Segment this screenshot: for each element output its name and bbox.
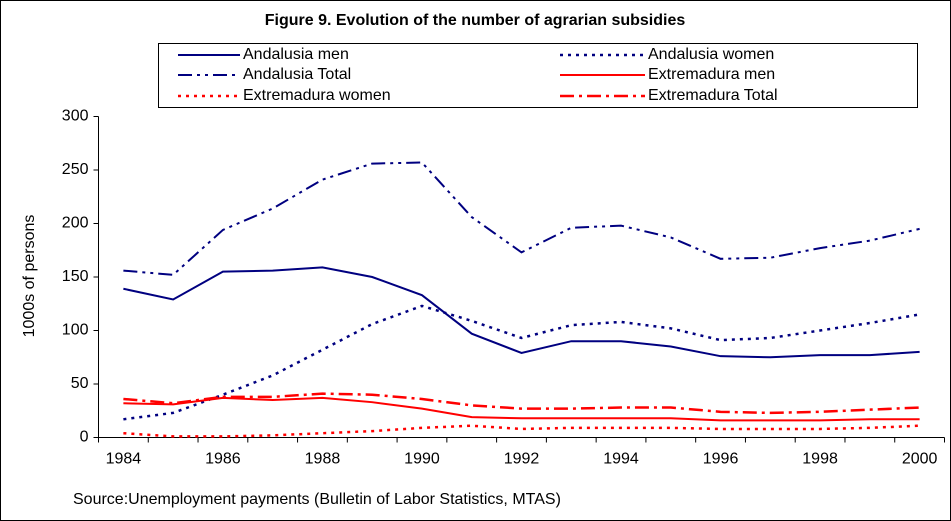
x-tick-label: 1986 [205, 451, 241, 468]
plot-area [98, 116, 945, 438]
series-line [123, 304, 920, 421]
legend-label: Extremadura women [243, 87, 391, 104]
legend-label: Andalusia men [243, 46, 349, 63]
chart-title: Figure 9. Evolution of the number of agr… [265, 12, 686, 29]
y-tick-label: 300 [62, 108, 89, 125]
x-tick-label: 1998 [802, 451, 838, 468]
series-line [123, 266, 920, 359]
y-tick-label: 250 [62, 161, 89, 178]
source-note: Source:Unemployment payments (Bulletin o… [73, 491, 561, 508]
x-tick-label: 1992 [504, 451, 540, 468]
legend-label: Extremadura men [648, 66, 775, 83]
y-tick-label: 200 [62, 215, 89, 232]
y-axis-label: 1000s of persons [21, 215, 38, 338]
legend-label: Andalusia Total [243, 66, 351, 83]
x-tick-label: 1994 [603, 451, 639, 468]
x-tick-label: 1990 [404, 451, 440, 468]
legend-box [158, 43, 918, 108]
y-tick-label: 0 [80, 429, 89, 446]
series-line [123, 396, 920, 422]
x-tick-label: 2000 [902, 451, 938, 468]
series-line [123, 161, 920, 276]
y-tick-label: 150 [62, 268, 89, 285]
x-tick-label: 1984 [106, 451, 142, 468]
legend-label: Andalusia women [648, 46, 774, 63]
x-tick-label: 1996 [703, 451, 739, 468]
series-line [123, 424, 920, 438]
series-line [123, 392, 920, 415]
x-tick-label: 1988 [305, 451, 341, 468]
legend-label: Extremadura Total [648, 87, 778, 104]
y-tick-label: 100 [62, 322, 89, 339]
y-tick-label: 50 [71, 375, 89, 392]
